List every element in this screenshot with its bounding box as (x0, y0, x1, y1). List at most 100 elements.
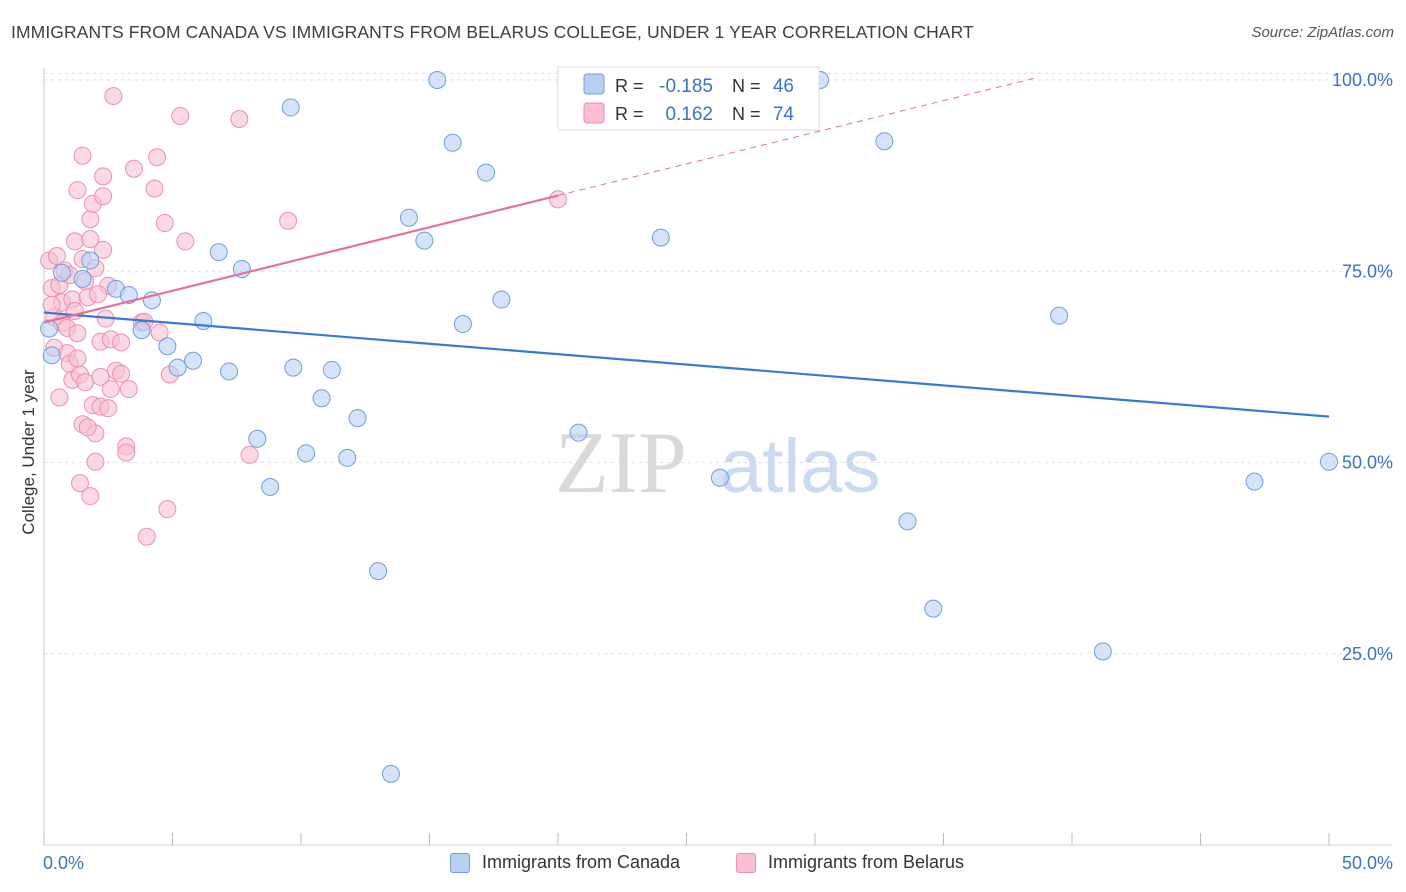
canada-point (1320, 452, 1338, 471)
chart-title: IMMIGRANTS FROM CANADA VS IMMIGRANTS FRO… (11, 22, 974, 42)
belarus-point (81, 230, 100, 249)
canada-point (381, 764, 400, 783)
canada-point (248, 429, 267, 448)
belarus-point (137, 527, 156, 546)
belarus-point (155, 214, 174, 233)
legend-canada-swatch (450, 852, 470, 873)
source-attribution: Source: ZipAtlas.com (1251, 24, 1394, 41)
belarus-point (112, 364, 131, 383)
stats-belarus-n-label: N = (732, 104, 761, 124)
belarus-point (94, 167, 113, 186)
stats-belarus-r-value: 0.162 (665, 104, 713, 125)
canada-point (168, 358, 187, 377)
belarus-point (158, 500, 177, 519)
canada-point (369, 562, 388, 581)
belarus-point (94, 187, 113, 206)
legend-item-belarus: Immigrants from Belarus (736, 852, 964, 873)
x-tick-label-min: 0.0% (43, 853, 84, 873)
canada-point (40, 319, 59, 338)
y-tick-label: 75.0% (1342, 261, 1393, 281)
canada-point (209, 243, 228, 262)
belarus-point (81, 210, 100, 229)
canada-point (651, 228, 670, 247)
belarus-point (88, 285, 107, 304)
belarus-points (40, 87, 567, 546)
belarus-point (112, 333, 131, 352)
canada-point (415, 231, 434, 250)
stats-canada-n-value: 46 (773, 76, 794, 97)
belarus-point (50, 388, 69, 407)
belarus-point (150, 323, 169, 342)
belarus-point (65, 232, 84, 251)
canada-point (184, 351, 203, 370)
watermark-atlas: atlas (720, 424, 881, 509)
stats-canada-r-label: R = (615, 76, 644, 96)
belarus-point (73, 146, 92, 165)
canada-point (453, 315, 472, 334)
canada-trend-line (43, 311, 1330, 418)
canada-point (348, 409, 367, 428)
belarus-point (171, 106, 190, 125)
canada-point (443, 133, 462, 152)
canada-point (312, 389, 331, 408)
canada-point (710, 468, 729, 487)
canada-point (399, 208, 418, 227)
belarus-point (119, 380, 138, 399)
belarus-point (279, 211, 298, 230)
canada-point (52, 263, 71, 282)
belarus-point (81, 487, 100, 506)
belarus-point (145, 179, 164, 198)
trend-lines (43, 77, 1330, 418)
belarus-point (230, 110, 249, 129)
gridlines (44, 72, 1392, 655)
stats-belarus-n-value: 74 (773, 104, 795, 125)
belarus-point (78, 418, 97, 437)
belarus-point (94, 240, 113, 259)
belarus-point (91, 367, 110, 386)
canada-point (73, 269, 92, 288)
belarus-point (117, 443, 136, 462)
stats-canada-swatch (583, 73, 605, 95)
stats-canada-n-label: N = (732, 76, 761, 96)
legend-canada-label: Immigrants from Canada (482, 852, 681, 872)
canada-point (297, 444, 316, 463)
belarus-point (47, 246, 66, 265)
belarus-point (68, 349, 87, 368)
belarus-point (86, 452, 105, 471)
belarus-point (240, 445, 259, 464)
canada-point (220, 362, 239, 381)
watermark: ZIP atlas (555, 415, 881, 512)
belarus-point (68, 181, 87, 200)
canada-point (1050, 306, 1069, 325)
canada-point (898, 512, 917, 531)
canada-point (477, 163, 496, 182)
belarus-trend-line (43, 194, 559, 324)
belarus-point (101, 380, 120, 399)
belarus-point (76, 373, 95, 392)
belarus-point (176, 232, 195, 251)
y-tick-label: 100.0% (1332, 70, 1393, 90)
belarus-point (68, 324, 87, 343)
canada-point (132, 321, 151, 340)
canada-point (284, 358, 303, 377)
belarus-point (148, 148, 167, 167)
legend-item-canada: Immigrants from Canada (450, 852, 680, 873)
canada-points (40, 71, 1338, 783)
belarus-point (549, 190, 567, 209)
y-tick-label: 25.0% (1342, 644, 1393, 664)
belarus-point (104, 87, 123, 106)
canada-point (924, 599, 943, 618)
y-axis-title: College, Under 1 year (19, 369, 38, 535)
x-tick-label-max: 50.0% (1342, 853, 1393, 873)
belarus-point (70, 474, 89, 493)
canada-point (569, 423, 588, 442)
canada-point (338, 448, 357, 467)
y-tick-label: 50.0% (1342, 453, 1393, 473)
belarus-point (99, 399, 118, 418)
axes: 25.0% 50.0% 75.0% 100.0% (43, 68, 1393, 846)
canada-point (42, 346, 61, 365)
belarus-point (124, 159, 143, 178)
stats-canada-r-value: -0.185 (659, 76, 713, 97)
legend-belarus-swatch (736, 852, 756, 873)
